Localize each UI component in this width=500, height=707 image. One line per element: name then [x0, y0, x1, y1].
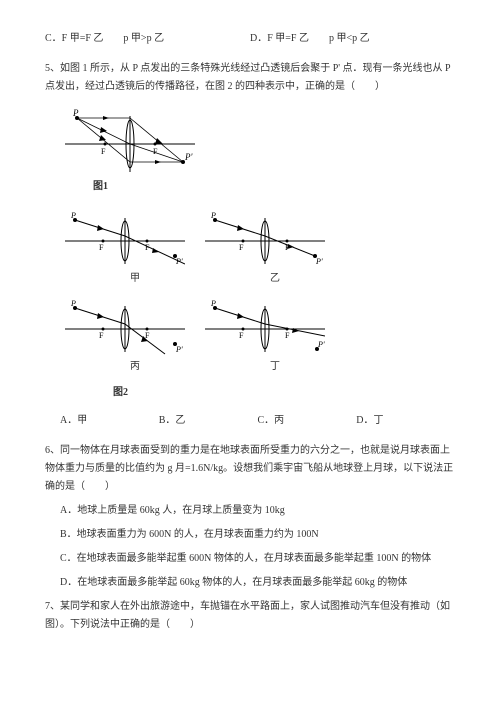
q5-fig2-a: F F P P' 甲 [65, 206, 205, 288]
q5-fig2-a-cap: 甲 [65, 270, 205, 288]
svg-text:P': P' [184, 152, 193, 162]
svg-text:P': P' [315, 257, 323, 266]
q5-choice-d: D．丁 [356, 412, 455, 430]
svg-text:P': P' [317, 340, 325, 349]
q5-figure1: F F P P' [65, 104, 455, 174]
q5-choice-a: A．甲 [60, 412, 159, 430]
q7-text: 7、某同学和家人在外出旅游途中，车抛锚在水平路面上，家人试图推动汽车但没有推动（… [45, 598, 455, 634]
svg-text:F: F [153, 147, 158, 156]
svg-text:F: F [239, 331, 244, 340]
prev-options: C．F 甲=F 乙 p 甲>p 乙 D．F 甲=F 乙 p 甲<p 乙 [45, 30, 455, 48]
q5-choice-b: B．乙 [159, 412, 258, 430]
q6-opt-d: D．在地球表面最多能举起 60kg 物体的人，在月球表面最多能举起 60kg 的… [60, 574, 455, 592]
q5-fig2-b-cap: 乙 [205, 270, 345, 288]
q5-fig2-c: F F P P' 丙 [65, 294, 205, 376]
q6-opt-a: A．地球上质量是 60kg 人，在月球上质量变为 10kg [60, 502, 455, 520]
q6-options: A．地球上质量是 60kg 人，在月球上质量变为 10kg B．地球表面重力为 … [60, 502, 455, 592]
svg-text:F: F [239, 243, 244, 252]
svg-text:P': P' [175, 345, 183, 354]
q6-text: 6、同一物体在月球表面受到的重力是在地球表面所受重力的六分之一，也就是说月球表面… [45, 442, 455, 496]
prev-opt-d: D．F 甲=F 乙 p 甲<p 乙 [250, 30, 455, 48]
q6-opt-b: B．地球表面重力为 600N 的人，在月球表面重力约为 100N [60, 526, 455, 544]
q5-fig1-label: 图1 [93, 178, 455, 196]
svg-text:P: P [210, 211, 216, 220]
svg-text:F: F [101, 147, 106, 156]
svg-text:F: F [285, 331, 290, 340]
q5-fig2-d-cap: 丁 [205, 358, 345, 376]
q5-fig2-d: F F P P' 丁 [205, 294, 345, 376]
q5-text: 5、如图 1 所示，从 P 点发出的三条特殊光线经过凸透镜后会聚于 P' 点．现… [45, 60, 455, 96]
q5-fig2-c-cap: 丙 [65, 358, 205, 376]
svg-text:P: P [70, 299, 76, 308]
svg-text:P: P [210, 299, 216, 308]
q5-fig2-b: F F P P' 乙 [205, 206, 345, 288]
svg-text:F: F [145, 331, 150, 340]
svg-text:F: F [99, 331, 104, 340]
q5-figure2-grid: F F P P' 甲 F F P P' 乙 [65, 206, 345, 382]
svg-text:F: F [99, 243, 104, 252]
prev-opt-c: C．F 甲=F 乙 p 甲>p 乙 [45, 30, 250, 48]
svg-text:P: P [72, 108, 79, 118]
q5-choice-c: C．丙 [258, 412, 357, 430]
q6-opt-c: C．在地球表面最多能举起重 600N 物体的人，在月球表面最多能举起重 100N… [60, 550, 455, 568]
q5-fig2-label: 图2 [113, 384, 455, 402]
svg-text:P: P [70, 211, 76, 220]
q5-choices: A．甲 B．乙 C．丙 D．丁 [60, 412, 455, 430]
